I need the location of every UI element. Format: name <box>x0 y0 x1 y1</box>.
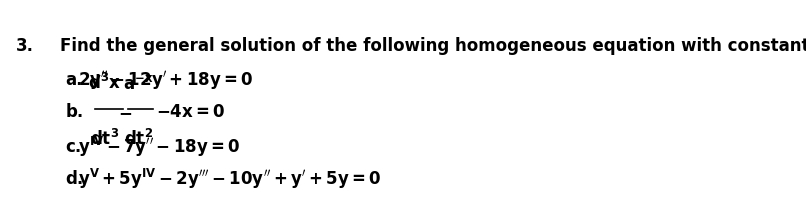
Text: $\mathbf{d^{3}x}$: $\mathbf{d^{3}x}$ <box>88 73 121 93</box>
Text: $\mathbf{2y'' - 12y' + 18y = 0}$: $\mathbf{2y'' - 12y' + 18y = 0}$ <box>77 69 253 92</box>
Text: $\mathbf{y^{IV} - 7y'' - 18y = 0}$: $\mathbf{y^{IV} - 7y'' - 18y = 0}$ <box>77 135 240 159</box>
Text: c.: c. <box>65 138 81 156</box>
Text: a.: a. <box>65 71 83 89</box>
Text: d.: d. <box>65 170 84 188</box>
Text: $\mathbf{a^{-x}}$: $\mathbf{a^{-x}}$ <box>123 75 153 93</box>
Text: $\mathbf{- 4x = 0}$: $\mathbf{- 4x = 0}$ <box>156 103 226 121</box>
Text: $\mathbf{y^V + 5y^{IV} - 2y''' - 10y'' + y' + 5y = 0}$: $\mathbf{y^V + 5y^{IV} - 2y''' - 10y'' +… <box>77 167 380 191</box>
Text: $\mathbf{dt^{2}}$: $\mathbf{dt^{2}}$ <box>123 129 152 149</box>
Text: b.: b. <box>65 103 84 121</box>
Text: $\mathbf{dt^{3}}$: $\mathbf{dt^{3}}$ <box>90 129 119 149</box>
Text: $\mathbf{-}$: $\mathbf{-}$ <box>118 103 132 121</box>
Text: Find the general solution of the following homogeneous equation with constant co: Find the general solution of the followi… <box>60 37 806 55</box>
Text: 3.: 3. <box>16 37 34 55</box>
